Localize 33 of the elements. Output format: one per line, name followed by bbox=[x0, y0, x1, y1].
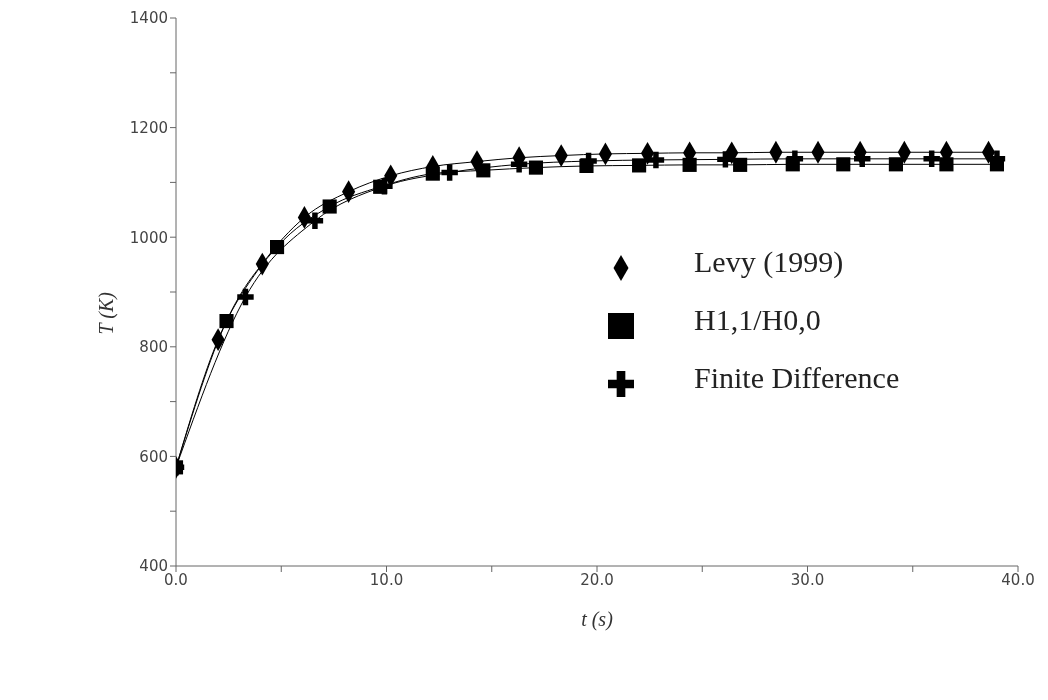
point bbox=[647, 151, 665, 169]
point bbox=[528, 160, 544, 175]
legend-label: Finite Difference bbox=[694, 361, 900, 394]
y-tick-label: 1000 bbox=[129, 228, 168, 247]
point bbox=[717, 151, 734, 168]
point bbox=[682, 157, 697, 172]
point bbox=[939, 157, 954, 172]
point bbox=[425, 166, 440, 181]
x-tick-label: 0.0 bbox=[164, 570, 188, 589]
point bbox=[237, 288, 254, 306]
x-tick-label: 30.0 bbox=[790, 570, 825, 589]
point bbox=[923, 150, 940, 168]
y-tick-label: 600 bbox=[139, 447, 168, 466]
point bbox=[476, 163, 491, 178]
point bbox=[322, 199, 337, 214]
x-axis-title: t (s) bbox=[581, 608, 614, 631]
point bbox=[888, 157, 903, 172]
point bbox=[836, 157, 851, 172]
x-tick-label: 10.0 bbox=[369, 570, 404, 589]
point bbox=[269, 239, 285, 255]
x-tick-label: 40.0 bbox=[1001, 570, 1035, 589]
point bbox=[441, 164, 458, 181]
legend-label: Levy (1999) bbox=[694, 245, 844, 278]
y-tick-label: 1400 bbox=[129, 9, 168, 28]
point bbox=[733, 157, 748, 172]
point bbox=[632, 158, 647, 173]
legend-label: H1,1/H0,0 bbox=[694, 303, 821, 336]
x-tick-label: 20.0 bbox=[580, 570, 614, 589]
point bbox=[306, 212, 324, 229]
y-tick-label: 800 bbox=[139, 338, 168, 357]
y-axis-title: T (K) bbox=[95, 291, 119, 335]
y-tick-label: 1200 bbox=[129, 118, 168, 137]
point bbox=[219, 313, 234, 329]
